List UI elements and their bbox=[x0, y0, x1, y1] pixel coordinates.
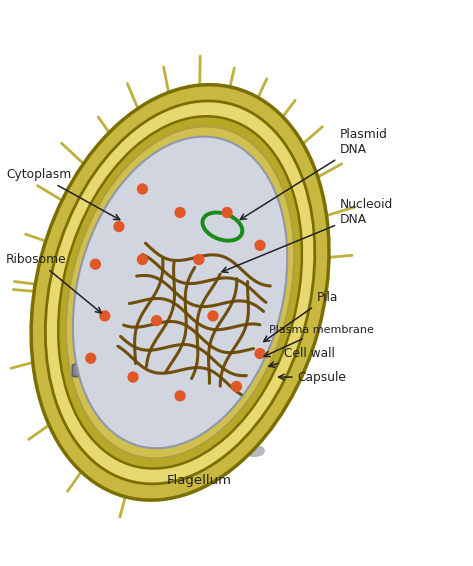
Text: Nucleoid
DNA: Nucleoid DNA bbox=[222, 199, 393, 272]
Circle shape bbox=[127, 371, 139, 383]
Circle shape bbox=[175, 207, 186, 218]
Circle shape bbox=[231, 381, 242, 392]
Circle shape bbox=[221, 207, 233, 218]
Circle shape bbox=[254, 348, 266, 359]
Text: Ribosome: Ribosome bbox=[6, 253, 101, 313]
Circle shape bbox=[90, 259, 101, 270]
Text: Capsule: Capsule bbox=[279, 371, 347, 384]
FancyBboxPatch shape bbox=[72, 365, 89, 376]
Circle shape bbox=[137, 183, 148, 195]
Text: Pila: Pila bbox=[263, 290, 338, 341]
Text: Cytoplasm: Cytoplasm bbox=[6, 168, 120, 220]
Circle shape bbox=[254, 240, 266, 251]
Text: Plasmid
DNA: Plasmid DNA bbox=[240, 128, 388, 220]
Circle shape bbox=[114, 221, 124, 232]
Circle shape bbox=[193, 254, 204, 265]
Ellipse shape bbox=[45, 101, 315, 484]
Circle shape bbox=[151, 315, 162, 326]
Text: Flagellum: Flagellum bbox=[166, 474, 231, 487]
Circle shape bbox=[175, 390, 186, 401]
Circle shape bbox=[137, 254, 148, 265]
Ellipse shape bbox=[66, 126, 294, 458]
Ellipse shape bbox=[73, 136, 287, 448]
Ellipse shape bbox=[31, 85, 329, 500]
Circle shape bbox=[207, 310, 219, 321]
Circle shape bbox=[85, 353, 96, 364]
Circle shape bbox=[99, 310, 111, 321]
Text: Cell wall: Cell wall bbox=[269, 347, 334, 367]
Text: Plasma membrane: Plasma membrane bbox=[264, 325, 374, 357]
Ellipse shape bbox=[58, 116, 302, 469]
